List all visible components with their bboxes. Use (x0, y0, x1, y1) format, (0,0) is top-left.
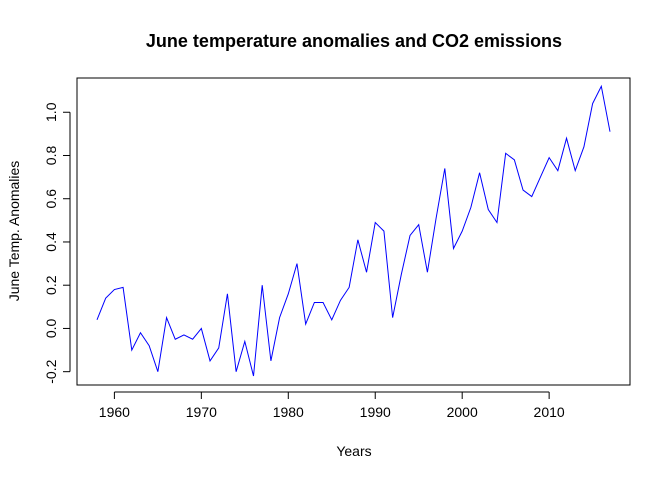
data-point (488, 209, 489, 210)
data-point (601, 86, 602, 87)
data-point (305, 324, 306, 325)
data-point (105, 298, 106, 299)
data-point (288, 293, 289, 294)
data-point (575, 170, 576, 171)
data-point (123, 287, 124, 288)
x-axis-title: Years (336, 443, 371, 459)
data-point (270, 360, 271, 361)
data-point (166, 317, 167, 318)
data-point (505, 153, 506, 154)
data-point (523, 190, 524, 191)
chart-title-group: June temperature anomalies and CO2 emiss… (146, 31, 562, 51)
data-point (479, 172, 480, 173)
data-point (583, 146, 584, 147)
data-point (218, 347, 219, 348)
y-tick-label: 1.0 (43, 102, 59, 122)
data-point (323, 302, 324, 303)
x-axis: 1960 1970 1980 1990 2000 2010 (99, 391, 565, 420)
data-point (375, 222, 376, 223)
data-point (383, 231, 384, 232)
x-tick-label: 1990 (360, 404, 391, 420)
data-point (610, 131, 611, 132)
data-point (418, 224, 419, 225)
data-point (244, 341, 245, 342)
data-point (210, 360, 211, 361)
y-tick-label: -0.2 (43, 359, 59, 383)
data-point (192, 339, 193, 340)
data-point (296, 263, 297, 264)
data-point (531, 196, 532, 197)
y-tick-label: 0.8 (43, 146, 59, 166)
data-point (592, 103, 593, 104)
data-point (540, 177, 541, 178)
y-tick-label: 0.2 (43, 275, 59, 295)
data-point (462, 231, 463, 232)
data-point (557, 170, 558, 171)
data-point (349, 287, 350, 288)
data-point (140, 332, 141, 333)
y-tick-label: 0.0 (43, 319, 59, 339)
x-tick-label: 1960 (99, 404, 130, 420)
x-tick-label: 1970 (186, 404, 217, 420)
data-point (566, 138, 567, 139)
x-tick-label: 1980 (273, 404, 304, 420)
data-point (201, 328, 202, 329)
data-point (401, 274, 402, 275)
plot-area-frame (76, 77, 631, 386)
data-points (96, 86, 610, 377)
x-tick-label: 2010 (534, 404, 565, 420)
data-point (236, 371, 237, 372)
data-point (227, 293, 228, 294)
data-point (149, 345, 150, 346)
data-point (183, 334, 184, 335)
data-point (444, 168, 445, 169)
chart-title: June temperature anomalies and CO2 emiss… (146, 31, 562, 51)
y-tick-label: 0.6 (43, 189, 59, 209)
data-point (410, 235, 411, 236)
y-tick-label: 0.4 (43, 232, 59, 252)
data-point (262, 285, 263, 286)
data-point (331, 319, 332, 320)
data-point (175, 339, 176, 340)
data-point (470, 207, 471, 208)
data-point (114, 289, 115, 290)
data-point (436, 218, 437, 219)
data-point (131, 350, 132, 351)
data-point (514, 159, 515, 160)
data-point (392, 317, 393, 318)
data-point (549, 157, 550, 158)
data-point (496, 222, 497, 223)
y-axis: -0.2 0.0 0.2 0.4 0.6 0.8 1.0 (43, 102, 71, 384)
data-point (366, 272, 367, 273)
data-point (340, 300, 341, 301)
data-point (96, 319, 97, 320)
x-tick-label: 2000 (447, 404, 478, 420)
data-point (357, 239, 358, 240)
data-point (314, 302, 315, 303)
data-point (427, 272, 428, 273)
data-point (279, 317, 280, 318)
y-axis-title: June Temp. Anomalies (6, 161, 22, 302)
data-point (157, 371, 158, 372)
data-point (253, 376, 254, 377)
temperature-anomaly-line (96, 84, 611, 377)
data-point (453, 248, 454, 249)
